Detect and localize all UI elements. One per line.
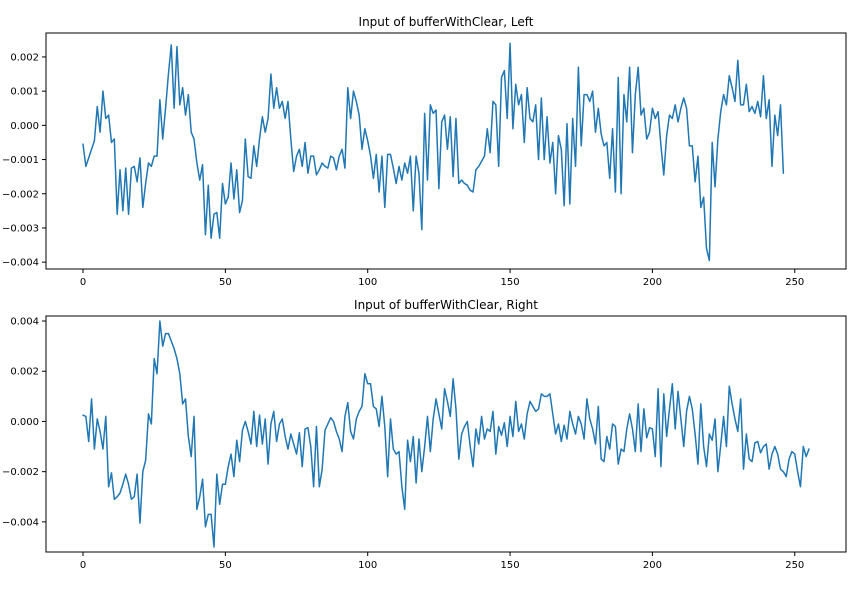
right-y-tick-label: 0.002 <box>10 367 39 378</box>
right-plot-title: Input of bufferWithClear, Right <box>354 298 538 312</box>
left-y-tick-label: 0.001 <box>10 87 39 98</box>
right-x-tick-label: 250 <box>785 560 804 571</box>
left-plot-axes-frame <box>45 32 847 270</box>
left-plot-title: Input of bufferWithClear, Left <box>359 15 534 29</box>
left-channel-plot: Input of bufferWithClear, Left 0 50 100 150… <box>2 15 847 288</box>
right-channel-series-line <box>82 320 810 548</box>
right-x-tick-label: 150 <box>501 560 520 571</box>
left-y-tick-label: 0.002 <box>10 52 39 63</box>
left-y-tick-label: −0.001 <box>2 155 39 166</box>
right-y-tick-label: 0.004 <box>10 317 39 328</box>
left-x-tick-label: 50 <box>219 277 232 288</box>
left-channel-series-line <box>82 42 785 262</box>
left-y-tick-label: −0.002 <box>2 189 39 200</box>
right-plot-axes-frame <box>45 315 847 553</box>
left-x-tick-label: 200 <box>643 277 662 288</box>
left-x-tick-label: 100 <box>358 277 377 288</box>
right-x-tick-label: 50 <box>219 560 232 571</box>
right-y-tick-label: −0.004 <box>2 517 39 528</box>
right-x-tick-label: 100 <box>358 560 377 571</box>
right-x-tick-label: 200 <box>643 560 662 571</box>
left-y-tick-label: −0.004 <box>2 258 39 269</box>
right-y-tick-label: −0.002 <box>2 467 39 478</box>
right-channel-plot: Input of bufferWithClear, Right 0 50 100 15… <box>2 298 847 571</box>
left-x-tick-label: 150 <box>501 277 520 288</box>
left-y-tick-label: 0.000 <box>10 121 39 132</box>
left-x-tick-label: 0 <box>80 277 86 288</box>
left-y-tick-label: −0.003 <box>2 223 39 234</box>
right-y-tick-label: 0.000 <box>10 417 39 428</box>
left-x-tick-label: 250 <box>785 277 804 288</box>
right-x-tick-label: 0 <box>80 560 86 571</box>
